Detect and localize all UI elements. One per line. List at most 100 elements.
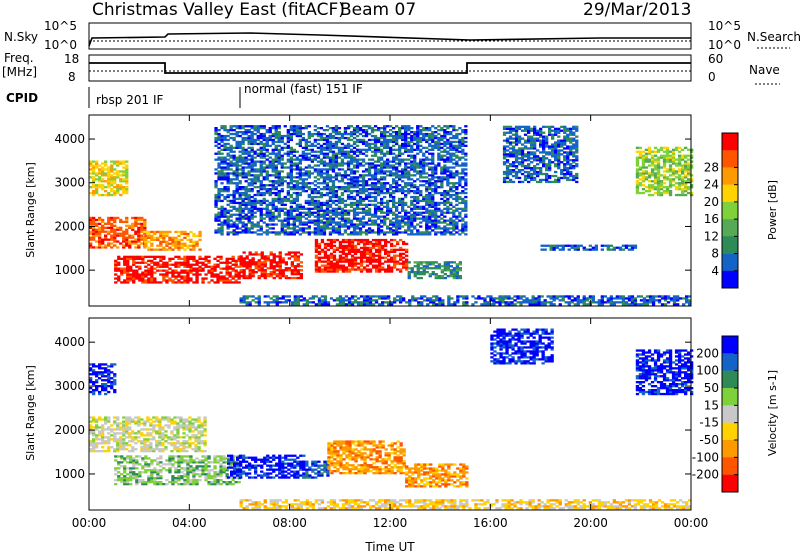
heatmap-cell <box>527 136 530 138</box>
heatmap-cell <box>257 223 260 225</box>
heatmap-cell <box>180 264 183 266</box>
heatmap-cell <box>375 251 378 253</box>
heatmap-cell <box>401 216 404 218</box>
heatmap-cell <box>423 273 426 275</box>
heatmap-cell <box>380 172 383 174</box>
heatmap-cell <box>137 219 140 221</box>
heatmap-cell <box>443 229 446 231</box>
heatmap-cell <box>449 212 452 214</box>
heatmap-cell <box>530 138 533 140</box>
heatmap-cell <box>432 273 435 275</box>
heatmap-cell <box>389 125 392 127</box>
heatmap-cell <box>515 167 518 169</box>
heatmap-cell <box>422 220 425 222</box>
heatmap-cell <box>539 167 542 169</box>
heatmap-cell <box>344 153 347 155</box>
heatmap-cell <box>389 196 392 198</box>
heatmap-cell <box>416 196 419 198</box>
heatmap-cell <box>284 143 287 145</box>
heatmap-cell <box>248 143 251 145</box>
heatmap-cell <box>365 135 368 137</box>
heatmap-cell <box>356 220 359 222</box>
heatmap-cell <box>431 194 434 196</box>
heatmap-cell <box>554 157 557 159</box>
heatmap-cell <box>107 221 110 223</box>
heatmap-cell <box>338 180 341 182</box>
heatmap-cell <box>365 229 368 231</box>
heatmap-cell <box>257 153 260 155</box>
heatmap-cell <box>350 131 353 133</box>
heatmap-cell <box>326 194 329 196</box>
heatmap-cell <box>554 155 557 157</box>
heatmap-cell <box>223 212 226 214</box>
heatmap-cell <box>217 227 220 229</box>
heatmap-cell <box>192 264 195 266</box>
heatmap-cell <box>351 259 354 261</box>
heatmap-cell <box>119 227 122 229</box>
heatmap-cell <box>132 256 135 258</box>
heatmap-cell <box>332 180 335 182</box>
heatmap-cell <box>323 172 326 174</box>
heatmap-cell <box>177 235 180 237</box>
heatmap-cell <box>260 220 263 222</box>
heatmap-cell <box>275 223 278 225</box>
heatmap-cell <box>557 181 560 183</box>
heatmap-cell <box>308 170 311 172</box>
heatmap-cell <box>339 255 342 257</box>
heatmap-cell <box>300 275 303 277</box>
heatmap-cell <box>425 172 428 174</box>
heatmap-cell <box>300 273 303 275</box>
heatmap-cell <box>449 131 452 133</box>
heatmap-cell <box>380 149 383 151</box>
heatmap-cell <box>533 173 536 175</box>
heatmap-cell <box>273 277 276 279</box>
heatmap-cell <box>293 125 296 127</box>
heatmap-cell <box>419 170 422 172</box>
heatmap-cell <box>455 135 458 137</box>
heatmap-cell <box>356 200 359 202</box>
heatmap-cell <box>374 208 377 210</box>
heatmap-cell <box>545 140 548 142</box>
heatmap-cell <box>223 186 226 188</box>
heatmap-cell <box>419 145 422 147</box>
heatmap-cell <box>305 223 308 225</box>
heatmap-cell <box>159 245 162 247</box>
heatmap-cell <box>189 266 192 268</box>
heatmap-cell <box>374 147 377 149</box>
heatmap-cell <box>227 194 230 196</box>
heatmap-cell <box>131 242 134 244</box>
heatmap-cell <box>539 169 542 171</box>
heatmap-cell <box>263 198 266 200</box>
heatmap-cell <box>260 147 263 149</box>
heatmap-cell <box>260 170 263 172</box>
heatmap-cell <box>122 231 125 233</box>
heatmap-cell <box>229 272 232 274</box>
heatmap-cell <box>440 194 443 196</box>
heatmap-cell <box>566 155 569 157</box>
heatmap-cell <box>324 245 327 247</box>
heatmap-cell <box>353 131 356 133</box>
heatmap-cell <box>122 233 125 235</box>
heatmap-cell <box>159 241 162 243</box>
heatmap-cell <box>347 196 350 198</box>
heatmap-cell <box>566 151 569 153</box>
heatmap-cell <box>232 258 235 260</box>
heatmap-cell <box>177 262 180 264</box>
heatmap-cell <box>113 190 116 192</box>
heatmap-cell <box>302 147 305 149</box>
heatmap-cell <box>356 129 359 131</box>
heatmap-cell <box>452 147 455 149</box>
heatmap-cell <box>308 214 311 216</box>
heatmap-cell <box>311 188 314 190</box>
heatmap-cell <box>302 182 305 184</box>
heatmap-cell <box>372 239 375 241</box>
heatmap-cell <box>272 149 275 151</box>
heatmap-cell <box>317 161 320 163</box>
heatmap-cell <box>104 190 107 192</box>
heatmap-cell <box>275 182 278 184</box>
heatmap-cell <box>296 200 299 202</box>
heatmap-cell <box>371 178 374 180</box>
heatmap-cell <box>383 218 386 220</box>
heatmap-cell <box>338 188 341 190</box>
heatmap-cell <box>278 137 281 139</box>
